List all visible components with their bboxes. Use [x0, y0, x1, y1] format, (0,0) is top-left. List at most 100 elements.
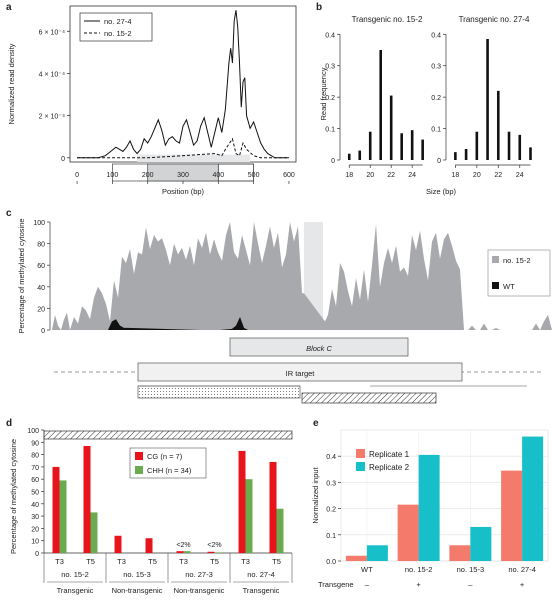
transgene-value: +: [416, 580, 421, 589]
dotted-fragment: [137, 385, 301, 399]
bar: [410, 130, 414, 160]
bar-cg: [207, 551, 215, 553]
y-tick-label: 20: [31, 526, 39, 533]
ir-target-label: IR target: [286, 369, 316, 378]
bar: [454, 152, 457, 160]
y-tick-label: 0.2: [431, 95, 441, 102]
bar-chh: [214, 552, 222, 553]
y-tick-label: 100: [33, 220, 45, 227]
hatched-fragment: [301, 392, 437, 404]
annotation: <2%: [207, 542, 221, 549]
y-tick-label: 0.4: [431, 32, 441, 39]
y-tick-label: 0.3: [326, 480, 336, 487]
y-tick-label: 0.1: [325, 127, 335, 134]
bar-replicate-2: [522, 436, 544, 561]
bar-replicate-2: [470, 526, 492, 561]
legend-label: no. 15-2: [503, 256, 531, 265]
transgene-label: Transgene: [318, 580, 354, 589]
y-tick-label: 60: [37, 263, 45, 270]
x-tick-label: 200: [142, 172, 154, 179]
group-label: Non-transgenic: [174, 586, 225, 595]
legend-swatch: [492, 256, 499, 263]
panel-label-c: c: [6, 208, 12, 219]
transgene-value: –: [468, 580, 473, 589]
x-tick-label: 24: [516, 172, 524, 179]
subplot-title: Transgenic no. 15-2: [352, 15, 423, 24]
x-tick-label: 22: [387, 172, 395, 179]
bar: [464, 149, 468, 160]
bar-replicate-1: [397, 504, 419, 561]
group-label: Transgenic: [57, 586, 94, 595]
panel-label-b: b: [316, 2, 322, 13]
legend-label: WT: [503, 282, 515, 291]
bar: [496, 90, 500, 160]
y-tick-label: 0: [41, 328, 45, 335]
x-tick-label: 22: [494, 172, 502, 179]
x-axis-label: Size (bp): [426, 187, 457, 196]
y-tick-label: 50: [31, 490, 39, 497]
category-label: no. 15-3: [457, 565, 485, 574]
category-label: T3: [55, 557, 64, 566]
bar: [368, 131, 372, 160]
ir-target-track: [137, 362, 463, 382]
legend-swatch: [356, 462, 365, 471]
category-label: T5: [148, 557, 157, 566]
y-tick-label: 0.0: [326, 559, 336, 566]
category-label: no. 27-4: [508, 565, 536, 574]
bar: [389, 95, 393, 160]
panel-e-bar-chart: 0.0 0.1 0.2 0.3 0.4 Normalized input WT – no. 15…: [311, 429, 549, 589]
bar-cg: [145, 538, 153, 553]
legend-label: CHH (n = 34): [147, 466, 192, 475]
x-tick-label: 20: [366, 172, 374, 179]
bar-replicate-2: [418, 454, 440, 561]
subplot-title: Transgenic no. 27-4: [459, 15, 530, 24]
bar: [421, 139, 424, 160]
bar: [529, 147, 532, 160]
y-tick-label: 90: [31, 440, 39, 447]
category-label: T5: [86, 557, 95, 566]
bar-cg: [114, 535, 122, 553]
bar-chh: [245, 479, 253, 553]
legend-label: Replicate 1: [369, 450, 410, 459]
y-tick-label: 100: [27, 428, 39, 435]
bar-cg: [269, 461, 277, 553]
category-label: T3: [117, 557, 126, 566]
x-axis-label: Position (bp): [162, 187, 205, 196]
group-label: Non-transgenic: [112, 586, 163, 595]
bar: [379, 50, 383, 160]
line-label: no. 15-2: [61, 570, 89, 579]
annotation: <2%: [176, 542, 190, 549]
y-tick-label: 40: [31, 502, 39, 509]
bar-replicate-2: [366, 545, 388, 561]
transgene-value: –: [365, 580, 370, 589]
y-tick-label: 6 × 10⁻⁴: [39, 29, 65, 36]
bar-replicate-1: [345, 555, 367, 561]
line-label: no. 27-4: [247, 570, 275, 579]
legend-swatch: [135, 466, 143, 474]
legend-swatch: [135, 452, 143, 460]
bar-chh: [183, 551, 191, 553]
y-tick-label: 4 × 10⁻⁴: [39, 71, 65, 78]
area-series-wt: [108, 317, 248, 330]
y-tick-label: 10: [31, 539, 39, 546]
y-axis-label: Percentage of methylated cytosine: [9, 439, 18, 554]
bar-cg: [83, 445, 91, 553]
legend-label: Replicate 2: [369, 463, 410, 472]
panel-a-line-chart: 0 2 × 10⁻⁴ 4 × 10⁻⁴ 6 × 10⁻⁴ Normalized read…: [7, 5, 297, 196]
x-tick-label: 100: [107, 172, 119, 179]
y-tick-label: 40: [37, 285, 45, 292]
x-tick-label: 18: [345, 172, 353, 179]
bar: [507, 131, 511, 160]
y-tick-label: 60: [31, 477, 39, 484]
x-tick-label: 300: [177, 172, 189, 179]
y-tick-label: 80: [31, 453, 39, 460]
category-label: WT: [361, 565, 373, 574]
category-label: T5: [272, 557, 281, 566]
x-tick-label: 600: [283, 172, 295, 179]
group-label: Transgenic: [243, 586, 280, 595]
y-axis-label: Percentage of methylated cytosine: [17, 218, 26, 333]
x-tick-label: 400: [212, 172, 224, 179]
bar-chh: [59, 480, 67, 553]
legend-label: CG (n = 7): [147, 452, 183, 461]
